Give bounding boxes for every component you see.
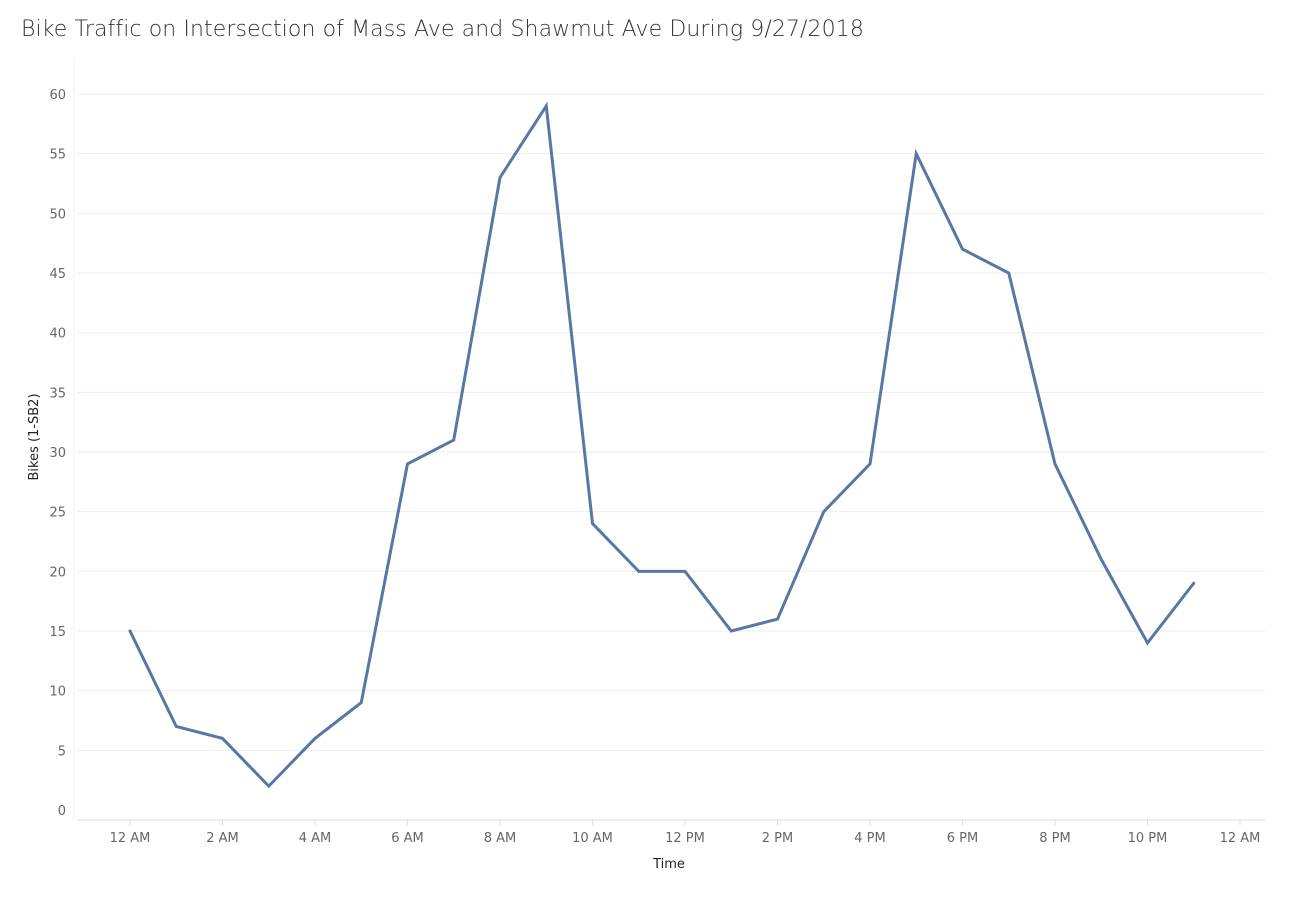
- axes: [73, 58, 1265, 825]
- data-point[interactable]: [1005, 269, 1013, 277]
- y-tick-labels: 0 5 10 15 20 25 30 35 40 45 50 55 60: [49, 88, 66, 819]
- data-point[interactable]: [959, 245, 967, 253]
- data-point[interactable]: [727, 627, 735, 635]
- data-point[interactable]: [866, 460, 874, 468]
- y-tick-label: 35: [49, 386, 66, 401]
- data-point[interactable]: [1190, 579, 1198, 587]
- y-tick-label: 55: [49, 148, 66, 163]
- series: [126, 101, 1198, 790]
- data-point[interactable]: [172, 722, 180, 730]
- y-tick-label: 0: [58, 804, 66, 819]
- data-point[interactable]: [542, 102, 550, 110]
- x-tick-label: 2 PM: [762, 831, 793, 846]
- chart-title: Bike Traffic on Intersection of Mass Ave…: [21, 17, 864, 42]
- data-point[interactable]: [635, 567, 643, 575]
- x-tick-label: 12 PM: [665, 831, 705, 846]
- data-point[interactable]: [1051, 460, 1059, 468]
- y-tick-label: 20: [49, 565, 66, 580]
- data-point[interactable]: [1144, 639, 1152, 647]
- y-tick-label: 50: [49, 207, 66, 222]
- data-point[interactable]: [681, 567, 689, 575]
- y-tick-label: 15: [49, 625, 66, 640]
- x-tick-label: 8 PM: [1039, 831, 1070, 846]
- x-tick-label: 10 PM: [1128, 831, 1168, 846]
- x-tick-label: 12 AM: [1220, 831, 1261, 846]
- y-tick-label: 30: [49, 446, 66, 461]
- data-point[interactable]: [912, 150, 920, 158]
- y-tick-label: 25: [49, 506, 66, 521]
- y-tick-label: 5: [58, 744, 66, 759]
- series-line: [128, 101, 1196, 789]
- data-point[interactable]: [820, 508, 828, 516]
- data-point[interactable]: [126, 627, 134, 635]
- data-point[interactable]: [450, 436, 458, 444]
- data-point[interactable]: [496, 174, 504, 182]
- y-tick-label: 40: [49, 327, 66, 342]
- x-axis-title: Time: [652, 857, 685, 872]
- x-tick-label: 6 AM: [391, 831, 424, 846]
- y-tick-label: 45: [49, 267, 66, 282]
- x-tick-labels: 12 AM 2 AM 4 AM 6 AM 8 AM 10 AM 12 PM 2 PM 4 PM 6…: [110, 831, 1261, 846]
- x-tick-label: 2 AM: [206, 831, 239, 846]
- data-point[interactable]: [404, 460, 412, 468]
- gridlines: [78, 93, 1265, 751]
- data-point[interactable]: [774, 615, 782, 623]
- y-axis-title: Bikes (1-SB2): [27, 393, 42, 480]
- data-point[interactable]: [1097, 555, 1105, 563]
- y-tick-label: 10: [49, 685, 66, 700]
- data-point[interactable]: [265, 782, 273, 790]
- data-point[interactable]: [357, 699, 365, 707]
- data-point[interactable]: [311, 734, 319, 742]
- y-tick-label: 60: [49, 88, 66, 103]
- x-tick-label: 12 AM: [110, 831, 151, 846]
- x-tick-label: 4 AM: [299, 831, 332, 846]
- x-tick-label: 10 AM: [572, 831, 613, 846]
- data-point[interactable]: [219, 734, 227, 742]
- x-tick-label: 6 PM: [947, 831, 978, 846]
- data-point[interactable]: [589, 520, 597, 528]
- x-tick-label: 8 AM: [484, 831, 517, 846]
- x-tick-label: 4 PM: [854, 831, 885, 846]
